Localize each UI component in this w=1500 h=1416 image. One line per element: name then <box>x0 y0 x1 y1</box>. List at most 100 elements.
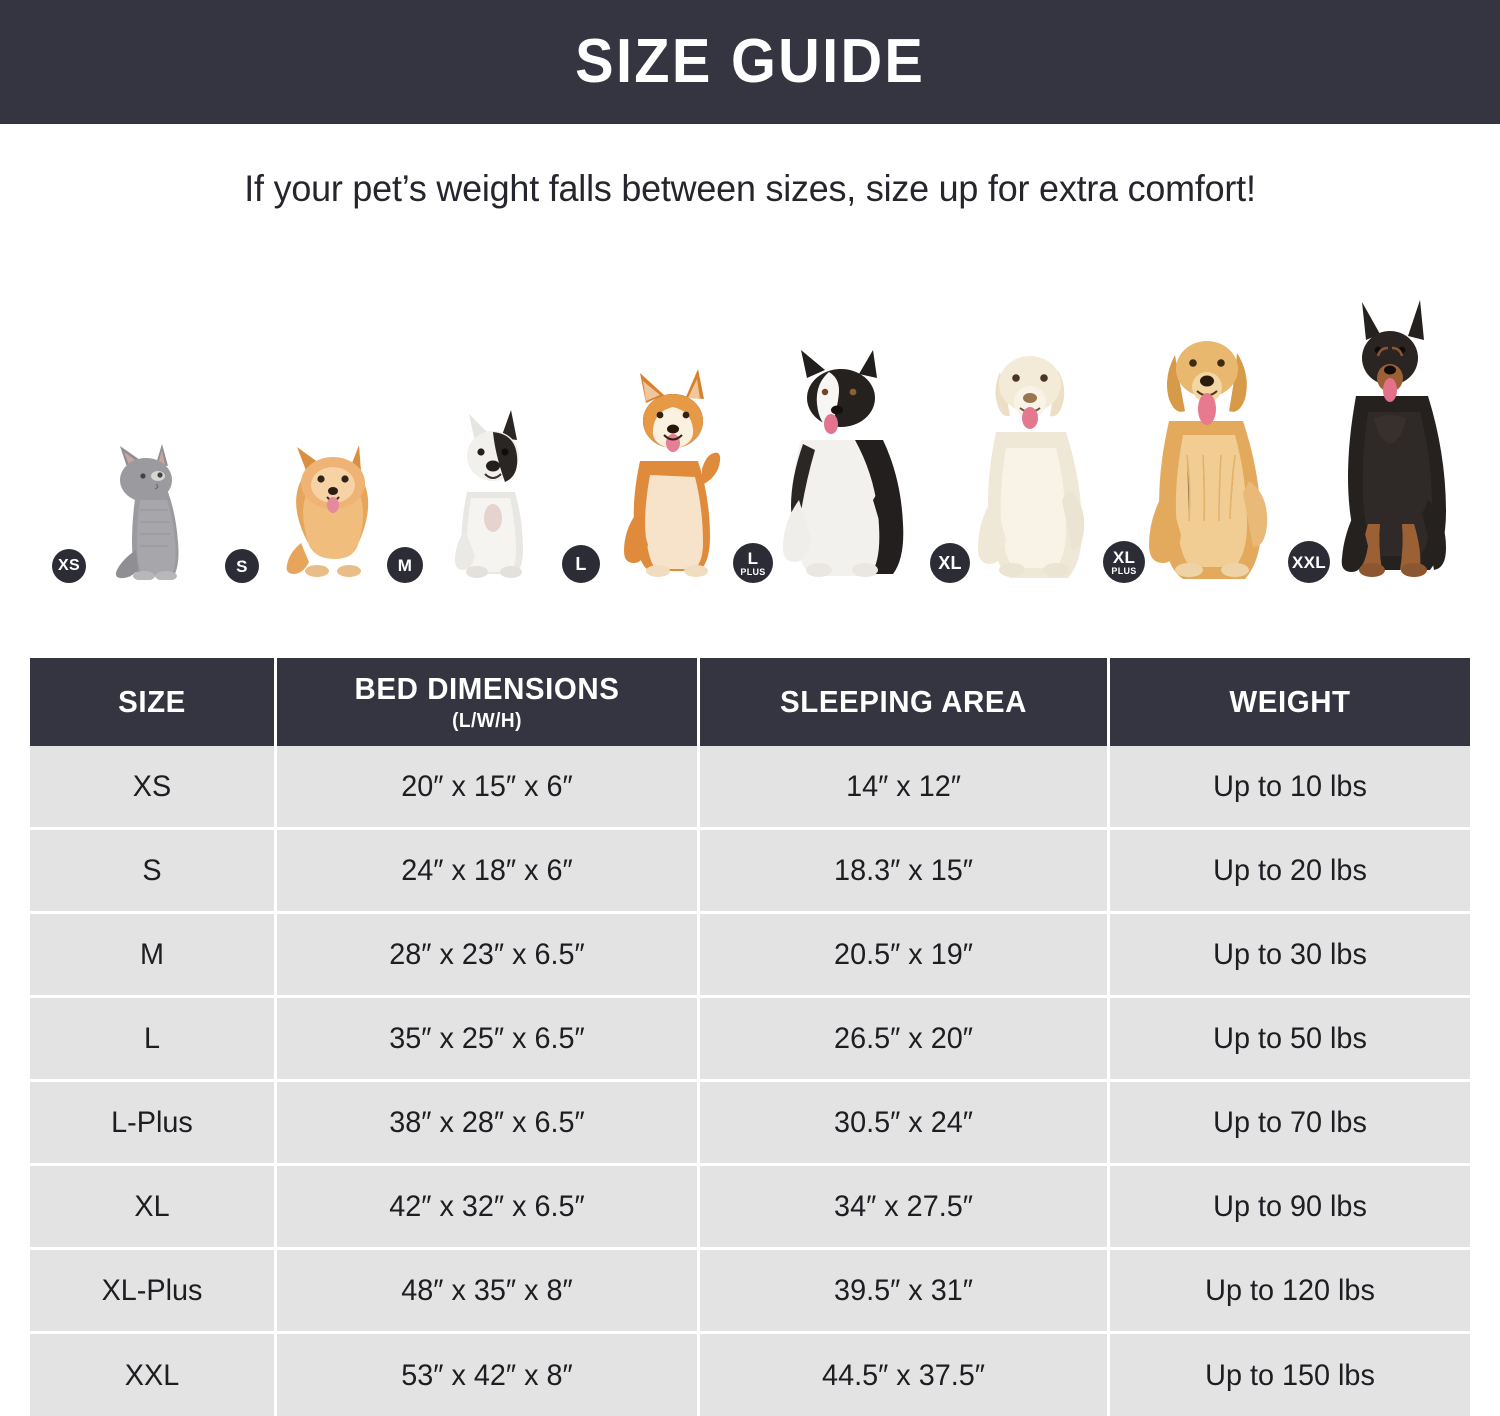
column-header-size-label: SIZE <box>118 684 186 719</box>
dog-pomeranian-s-icon: S <box>225 425 380 585</box>
table-row: XS 20″ x 15″ x 6″ 14″ x 12″ Up to 10 lbs <box>30 746 1470 830</box>
badge-label: S <box>236 556 248 576</box>
badge-label: XL <box>938 553 962 573</box>
cell-dimensions: 48″ x 35″ x 8″ <box>277 1250 700 1334</box>
cell-size: XXL <box>30 1334 277 1416</box>
cell-weight: Up to 10 lbs <box>1110 746 1470 830</box>
badge-label: L <box>575 554 587 574</box>
badge-sublabel: PLUS <box>740 566 766 577</box>
cell-weight: Up to 30 lbs <box>1110 914 1470 998</box>
size-badge-xxl: XXL <box>1288 541 1330 583</box>
cell-weight-value: Up to 30 lbs <box>1213 937 1367 971</box>
cell-size-value: L <box>143 1021 161 1055</box>
dog-goldenretriever-xlplus-icon: XL PLUS <box>1103 315 1285 585</box>
cell-sleeping-area: 20.5″ x 19″ <box>700 914 1110 998</box>
cell-dimensions-value: 53″ x 42″ x 8″ <box>401 1359 573 1392</box>
cell-weight: Up to 90 lbs <box>1110 1166 1470 1250</box>
column-header-bed-dimensions-sublabel: (L/W/H) <box>452 710 522 732</box>
cell-sleeping-area-value: 39.5″ x 31″ <box>834 1273 973 1307</box>
column-header-size: SIZE <box>30 658 277 746</box>
size-badge-s: S <box>225 549 259 583</box>
cell-sleeping-area-value: 26.5″ x 20″ <box>834 1021 973 1055</box>
cell-sleeping-area: 34″ x 27.5″ <box>700 1166 1110 1250</box>
cell-dimensions-value: 35″ x 25″ x 6.5″ <box>389 1021 585 1055</box>
cell-sleeping-area: 39.5″ x 31″ <box>700 1250 1110 1334</box>
size-badge-m: M <box>387 547 423 583</box>
size-badge-xs: XS <box>52 549 86 583</box>
cell-sleeping-area: 18.3″ x 15″ <box>700 830 1110 914</box>
cell-weight-value: Up to 20 lbs <box>1213 853 1367 887</box>
cell-size-value: XL-Plus <box>101 1273 203 1307</box>
cell-size: XS <box>30 746 277 830</box>
table-row: XL-Plus 48″ x 35″ x 8″ 39.5″ x 31″ Up to… <box>30 1250 1470 1334</box>
column-header-bed-dimensions-label: BED DIMENSIONS <box>354 671 620 706</box>
cell-weight: Up to 120 lbs <box>1110 1250 1470 1334</box>
column-header-weight: WEIGHT <box>1110 658 1470 746</box>
cell-weight-value: Up to 50 lbs <box>1213 1021 1367 1055</box>
cell-dimensions: 38″ x 28″ x 6.5″ <box>277 1082 700 1166</box>
size-chart-table: SIZE BED DIMENSIONS (L/W/H) SLEEPING ARE… <box>30 658 1470 1416</box>
table-row: L 35″ x 25″ x 6.5″ 26.5″ x 20″ Up to 50 … <box>30 998 1470 1082</box>
size-badge-xl: XL <box>930 543 970 583</box>
cell-dimensions-value: 28″ x 23″ x 6.5″ <box>389 937 585 971</box>
cell-weight-value: Up to 150 lbs <box>1205 1359 1375 1392</box>
cell-sleeping-area-value: 18.3″ x 15″ <box>834 853 973 887</box>
badge-label: XL <box>1112 547 1136 567</box>
badge-label: XXL <box>1292 552 1326 572</box>
cell-dimensions: 35″ x 25″ x 6.5″ <box>277 998 700 1082</box>
cell-sleeping-area-value: 14″ x 12″ <box>846 769 961 803</box>
cell-weight: Up to 150 lbs <box>1110 1334 1470 1416</box>
cat-xs-icon: XS <box>52 430 200 585</box>
cell-sleeping-area: 30.5″ x 24″ <box>700 1082 1110 1166</box>
animal-lineup: XS <box>30 300 1470 585</box>
column-header-sleeping-area: SLEEPING AREA <box>700 658 1110 746</box>
size-badge-xlplus: XL PLUS <box>1103 541 1145 583</box>
cell-weight: Up to 70 lbs <box>1110 1082 1470 1166</box>
badge-label: L <box>747 548 759 568</box>
cell-size-value: XS <box>132 769 172 803</box>
cell-dimensions: 42″ x 32″ x 6.5″ <box>277 1166 700 1250</box>
column-header-sleeping-area-label: SLEEPING AREA <box>780 684 1027 719</box>
lineup-item-xl: XL <box>930 330 1100 585</box>
cell-sleeping-area-value: 44.5″ x 37.5″ <box>822 1359 985 1392</box>
cell-sleeping-area-value: 30.5″ x 24″ <box>834 1105 973 1139</box>
table-header-row: SIZE BED DIMENSIONS (L/W/H) SLEEPING ARE… <box>30 658 1470 746</box>
size-badge-l: L <box>562 545 600 583</box>
cell-weight: Up to 50 lbs <box>1110 998 1470 1082</box>
cell-dimensions-value: 48″ x 35″ x 8″ <box>401 1273 573 1307</box>
table-row: XL 42″ x 32″ x 6.5″ 34″ x 27.5″ Up to 90… <box>30 1166 1470 1250</box>
cell-dimensions: 24″ x 18″ x 6″ <box>277 830 700 914</box>
dog-frenchbulldog-m-icon: M <box>387 400 545 585</box>
cell-weight: Up to 20 lbs <box>1110 830 1470 914</box>
lineup-item-m: M <box>387 400 545 585</box>
column-header-bed-dimensions: BED DIMENSIONS (L/W/H) <box>277 658 700 746</box>
cell-sleeping-area-value: 20.5″ x 19″ <box>834 937 973 971</box>
cell-weight-value: Up to 120 lbs <box>1205 1273 1375 1307</box>
cell-dimensions-value: 20″ x 15″ x 6″ <box>401 769 573 803</box>
header-banner: SIZE GUIDE <box>0 0 1500 124</box>
cell-dimensions: 20″ x 15″ x 6″ <box>277 746 700 830</box>
page-title: SIZE GUIDE <box>574 27 926 96</box>
cell-dimensions: 28″ x 23″ x 6.5″ <box>277 914 700 998</box>
cell-size-value: S <box>142 853 162 887</box>
table-row: S 24″ x 18″ x 6″ 18.3″ x 15″ Up to 20 lb… <box>30 830 1470 914</box>
dog-shibainu-l-icon: L <box>562 365 730 585</box>
cell-size-value: L-Plus <box>111 1105 193 1139</box>
cell-dimensions-value: 38″ x 28″ x 6.5″ <box>389 1105 585 1139</box>
dog-labrador-xl-icon: XL <box>930 330 1100 585</box>
cell-size-value: XXL <box>124 1359 180 1392</box>
column-header-weight-label: WEIGHT <box>1229 684 1351 719</box>
table-row: L-Plus 38″ x 28″ x 6.5″ 30.5″ x 24″ Up t… <box>30 1082 1470 1166</box>
cell-dimensions-value: 24″ x 18″ x 6″ <box>401 853 573 887</box>
dog-bordercollie-lplus-icon: L PLUS <box>733 340 915 585</box>
table-header: SIZE BED DIMENSIONS (L/W/H) SLEEPING ARE… <box>30 658 1470 746</box>
cell-sleeping-area-value: 34″ x 27.5″ <box>834 1189 973 1223</box>
cell-size: S <box>30 830 277 914</box>
dog-doberman-xxl-icon: XXL <box>1288 300 1465 585</box>
cell-size: L <box>30 998 277 1082</box>
cell-dimensions: 53″ x 42″ x 8″ <box>277 1334 700 1416</box>
cell-sleeping-area: 26.5″ x 20″ <box>700 998 1110 1082</box>
lineup-item-xlplus: XL PLUS <box>1103 315 1285 585</box>
cell-weight-value: Up to 70 lbs <box>1213 1105 1367 1139</box>
